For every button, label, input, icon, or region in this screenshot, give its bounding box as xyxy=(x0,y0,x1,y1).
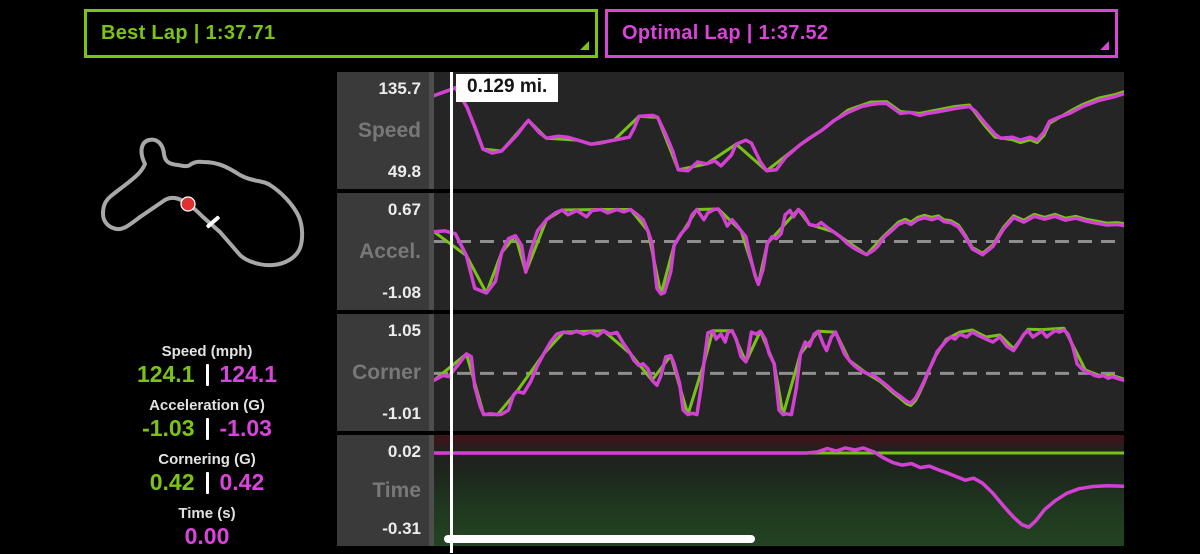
time-loss-band xyxy=(434,435,1124,450)
dropdown-arrow-icon xyxy=(580,41,589,50)
stat-speed: Speed (mph) 124.1 124.1 xyxy=(95,342,319,388)
stat-acceleration-optimal-value: -1.03 xyxy=(219,415,272,441)
chart-speed-title: Speed xyxy=(357,118,421,142)
optimal-lap-selector-label: Optimal Lap | 1:37.52 xyxy=(622,22,829,44)
chart-accel-title: Accel. xyxy=(359,239,421,263)
chart-time-ymax: 0.02 xyxy=(387,442,421,461)
chart-corner-plot[interactable] xyxy=(434,314,1124,431)
chart-corner-title: Corner xyxy=(352,360,421,384)
optimal-lap-selector[interactable]: Optimal Lap | 1:37.52 xyxy=(605,9,1118,58)
chart-time-row: 0.02 Time -0.31 xyxy=(337,435,1124,546)
stat-time-optimal-value: 0.00 xyxy=(184,523,230,549)
chart-corner-ymin: -1.01 xyxy=(382,404,421,423)
start-finish-line xyxy=(206,215,220,229)
chart-speed-ymax: 135.7 xyxy=(378,79,421,98)
cursor-line[interactable] xyxy=(450,72,453,553)
stat-acceleration-label: Acceleration (G) xyxy=(149,397,265,414)
stat-speed-label: Speed (mph) xyxy=(161,343,253,360)
timeline-scrollbar[interactable] xyxy=(444,535,755,543)
stat-cornering-optimal-value: 0.42 xyxy=(219,469,265,495)
value-divider xyxy=(205,417,209,440)
chart-accel-row: 0.67 Accel. -1.08 xyxy=(337,193,1124,310)
chart-time-ylabels: 0.02 Time -0.31 xyxy=(337,435,434,546)
track-map xyxy=(101,137,305,268)
chart-corner-row: 1.05 Corner -1.01 xyxy=(337,314,1124,431)
stat-cornering-best-value: 0.42 xyxy=(149,469,195,495)
stat-acceleration: Acceleration (G) -1.03 -1.03 xyxy=(95,396,319,442)
chart-accel-plot[interactable] xyxy=(434,193,1124,310)
chart-corner-ylabels: 1.05 Corner -1.01 xyxy=(337,314,434,431)
chart-corner-ymax: 1.05 xyxy=(387,321,421,340)
chart-speed-ylabels: 135.7 Speed 49.8 xyxy=(337,72,434,189)
value-divider xyxy=(205,363,209,386)
chart-speed-row: 135.7 Speed 49.8 xyxy=(337,72,1124,189)
chart-speed-plot[interactable] xyxy=(434,72,1124,189)
dropdown-arrow-icon xyxy=(1100,41,1109,50)
best-lap-selector-label: Best Lap | 1:37.71 xyxy=(101,22,276,44)
track-position-marker xyxy=(180,196,196,212)
stat-time: Time (s) 0.00 xyxy=(95,504,319,550)
chart-accel-ymin: -1.08 xyxy=(382,283,421,302)
best-lap-selector[interactable]: Best Lap | 1:37.71 xyxy=(84,9,598,58)
cursor-distance-label: 0.129 mi. xyxy=(456,74,559,102)
stat-speed-optimal-value: 124.1 xyxy=(219,361,278,387)
stat-acceleration-best-value: -1.03 xyxy=(142,415,195,441)
chart-time-title: Time xyxy=(372,478,421,502)
chart-accel-ymax: 0.67 xyxy=(387,200,421,219)
stat-cornering-label: Cornering (G) xyxy=(158,451,256,468)
track-outline xyxy=(101,137,305,268)
stats-panel: Speed (mph) 124.1 124.1 Acceleration (G)… xyxy=(95,342,319,554)
stat-cornering: Cornering (G) 0.42 0.42 xyxy=(95,450,319,496)
stat-speed-best-value: 124.1 xyxy=(136,361,195,387)
value-divider xyxy=(205,471,209,494)
chart-accel-ylabels: 0.67 Accel. -1.08 xyxy=(337,193,434,310)
chart-speed-ymin: 49.8 xyxy=(387,162,421,181)
chart-time-plot[interactable] xyxy=(434,435,1124,546)
chart-time-ymin: -0.31 xyxy=(382,519,421,538)
stat-time-label: Time (s) xyxy=(178,505,236,522)
